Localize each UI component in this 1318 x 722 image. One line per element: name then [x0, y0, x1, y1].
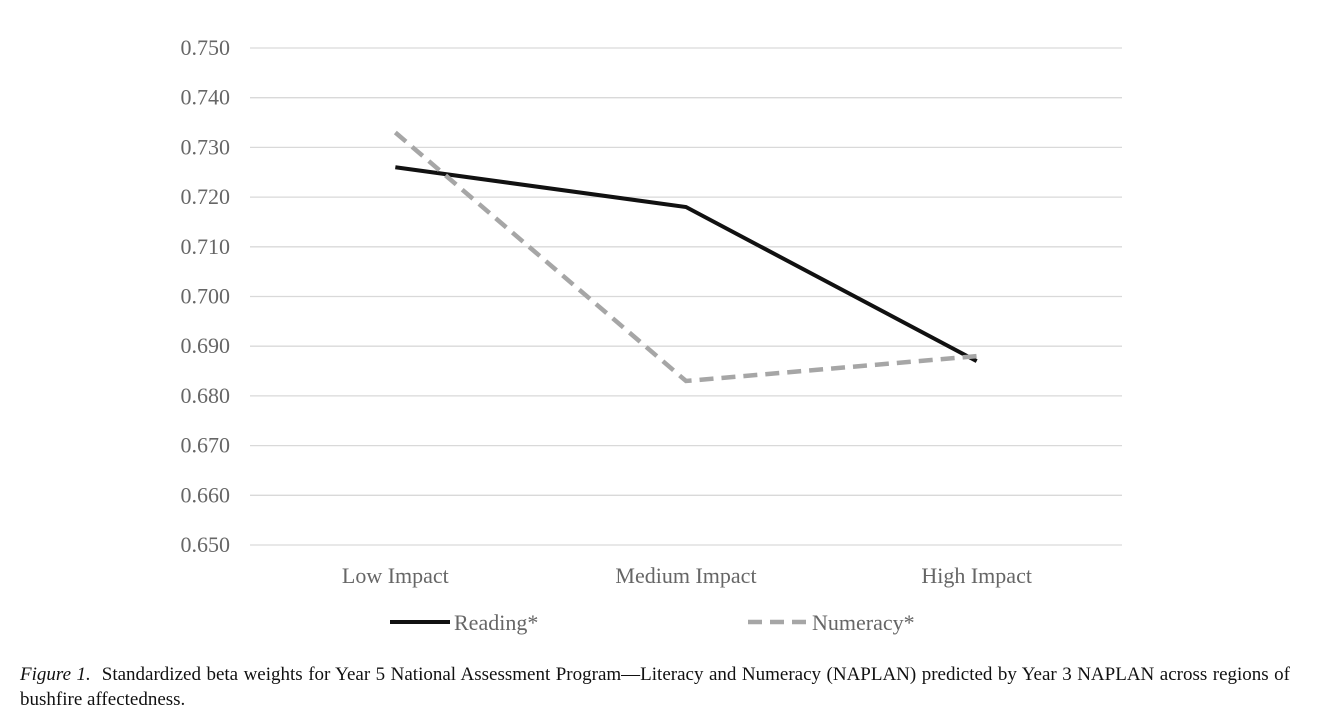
legend-label: Numeracy* [812, 610, 915, 635]
x-category-label: Medium Impact [615, 563, 756, 588]
y-tick-label: 0.730 [181, 134, 231, 159]
series-line-numeracy [393, 130, 977, 384]
figure-number: Figure 1. [20, 664, 91, 685]
y-tick-label: 0.720 [181, 184, 231, 209]
y-axis-tick-labels: 0.750 0.740 0.730 0.720 0.710 0.700 0.690 0.680… [181, 35, 231, 557]
y-tick-label: 0.690 [181, 333, 231, 358]
y-tick-label: 0.660 [181, 482, 231, 507]
x-category-label: High Impact [921, 563, 1032, 588]
figure-caption: Figure 1. Standardized beta weights for … [20, 662, 1290, 712]
y-tick-label: 0.710 [181, 234, 231, 259]
legend-label: Reading* [454, 610, 538, 635]
x-axis-category-labels: Low Impact Medium Impact High Impact [342, 563, 1032, 588]
gridlines [250, 47, 1122, 546]
y-tick-label: 0.650 [181, 532, 231, 557]
legend: Reading* Numeracy* [390, 610, 915, 635]
series-line-reading [395, 165, 978, 363]
y-tick-label: 0.750 [181, 35, 231, 60]
y-tick-label: 0.670 [181, 433, 231, 458]
line-chart: 0.750 0.740 0.730 0.720 0.710 0.700 0.690 0.680… [181, 35, 1122, 635]
series-lines [393, 130, 978, 384]
x-category-label: Low Impact [342, 563, 449, 588]
y-tick-label: 0.680 [181, 383, 231, 408]
y-tick-label: 0.700 [181, 284, 231, 309]
caption-text: Standardized beta weights for Year 5 Nat… [20, 664, 1291, 710]
y-tick-label: 0.740 [181, 85, 231, 110]
